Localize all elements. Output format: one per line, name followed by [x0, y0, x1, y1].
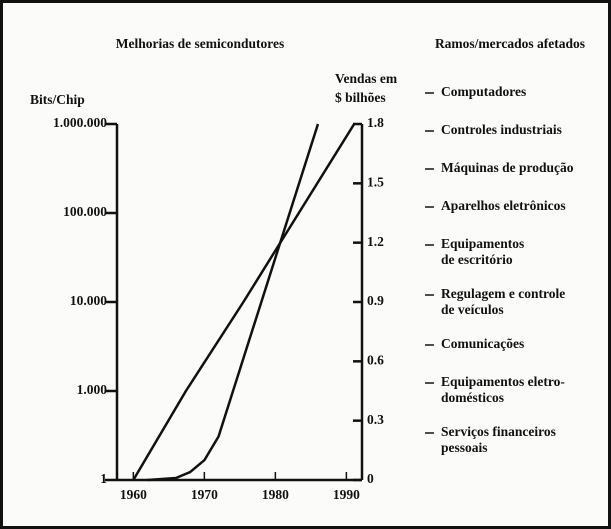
sidebar-item: de veículos: [441, 302, 504, 317]
y2-tick-label: 0.9: [367, 293, 384, 308]
sidebar-item: Máquinas de produção: [441, 160, 574, 175]
y-axis-label: Bits/Chip: [30, 92, 85, 107]
sidebar-item: Computadores: [441, 84, 526, 99]
chart-title: Melhorias de semicondutores: [116, 36, 285, 51]
sidebar-item: Equipamentos eletro-: [441, 374, 565, 389]
y-tick-label: 1.000: [77, 382, 108, 397]
y-tick-label: 10.000: [70, 293, 107, 308]
y2-axis-label: $ bilhões: [335, 90, 386, 105]
y-tick-label: 1.000.000: [53, 115, 107, 130]
series-line: [147, 123, 320, 482]
sidebar-item: Regulagem e controle: [441, 286, 565, 301]
sidebar-title: Ramos/mercados afetados: [435, 36, 585, 51]
sidebar-item: Aparelhos eletrônicos: [441, 198, 566, 213]
x-tick-label: 1960: [120, 487, 147, 502]
x-tick-label: 1990: [333, 487, 360, 502]
series-line: [132, 123, 356, 481]
y2-tick-label: 0.3: [367, 412, 384, 427]
y2-axis-label: Vendas em: [335, 71, 398, 86]
y-tick-label: 100.000: [63, 204, 107, 219]
sidebar-item: pessoais: [441, 440, 488, 455]
sidebar-item: de escritório: [441, 252, 513, 267]
sidebar-item: Equipamentos: [441, 236, 524, 251]
sidebar-item: Controles industriais: [441, 122, 562, 137]
sidebar-item: Comunicações: [441, 336, 524, 351]
y2-tick-label: 1.2: [367, 234, 384, 249]
x-tick-label: 1970: [191, 487, 218, 502]
sidebar-item: domésticos: [441, 390, 504, 405]
x-tick-label: 1980: [262, 487, 289, 502]
y2-tick-label: 1.8: [367, 115, 384, 130]
y-tick-label: 1: [100, 471, 107, 486]
sidebar-item: Serviços financeiros: [441, 424, 556, 439]
y2-tick-label: 0: [367, 471, 374, 486]
y2-tick-label: 0.6: [367, 352, 384, 367]
y2-tick-label: 1.5: [367, 174, 384, 189]
